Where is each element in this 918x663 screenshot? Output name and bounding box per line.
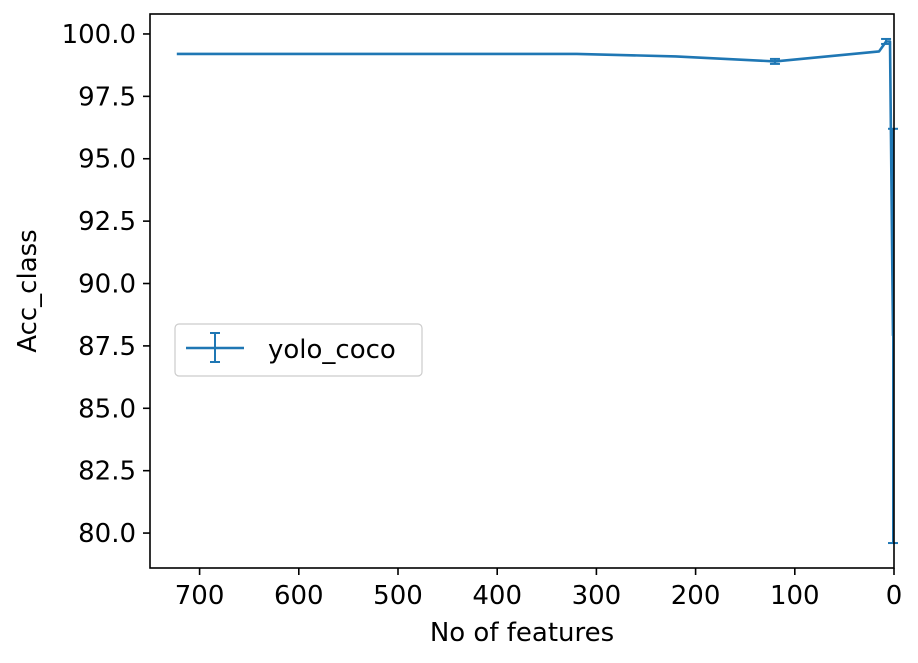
x-tick-label: 300 bbox=[572, 581, 622, 611]
legend: yolo_coco bbox=[174, 323, 423, 377]
plot-marks bbox=[176, 37, 899, 545]
x-axis: 700 600 500 400 300 200 100 0 bbox=[175, 568, 902, 611]
x-tick-label: 500 bbox=[373, 581, 423, 611]
y-axis: 80.0 82.5 85.0 87.5 90.0 92.5 95.0 97.5 100.0 bbox=[62, 20, 150, 549]
legend-box bbox=[174, 323, 423, 377]
y-tick-label: 90.0 bbox=[78, 270, 136, 300]
x-tick-label: 700 bbox=[175, 581, 225, 611]
y-tick-label: 87.5 bbox=[78, 332, 136, 362]
y-tick-label: 92.5 bbox=[78, 207, 136, 237]
x-tick-label: 0 bbox=[886, 581, 903, 611]
x-tick-label: 400 bbox=[472, 581, 522, 611]
legend-label-yolo-coco: yolo_coco bbox=[268, 335, 396, 365]
y-tick-label: 85.0 bbox=[78, 394, 136, 424]
y-tick-label: 100.0 bbox=[62, 20, 136, 50]
series-line-yolo_coco bbox=[176, 40, 895, 336]
x-axis-title: No of features bbox=[430, 618, 614, 648]
x-tick-label: 100 bbox=[770, 581, 820, 611]
y-tick-label: 95.0 bbox=[78, 145, 136, 175]
legend-handle bbox=[186, 332, 244, 363]
y-tick-label: 80.0 bbox=[78, 519, 136, 549]
axes-frame bbox=[149, 13, 895, 569]
y-tick-label: 97.5 bbox=[78, 82, 136, 112]
y-axis-title: Acc_class bbox=[13, 229, 43, 352]
x-tick-label: 600 bbox=[274, 581, 324, 611]
y-tick-label: 82.5 bbox=[78, 457, 136, 487]
x-tick-label: 200 bbox=[671, 581, 721, 611]
